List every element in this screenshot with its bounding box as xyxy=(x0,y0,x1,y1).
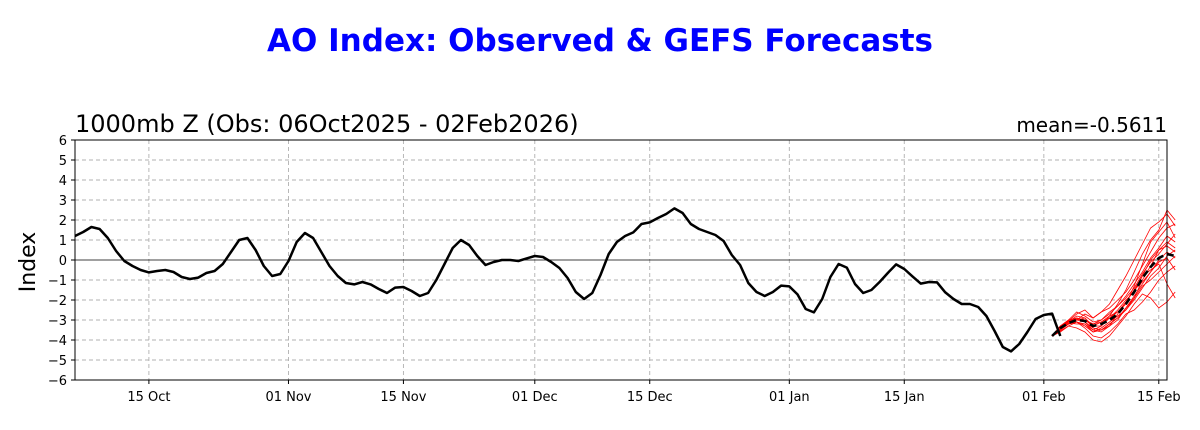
x-tick-label: 01 Jan xyxy=(769,390,810,405)
ensemble-member-line xyxy=(1051,291,1176,343)
x-tick-label: 01 Feb xyxy=(1022,390,1066,405)
ensemble-member-line xyxy=(1051,233,1176,337)
x-tick-label: 01 Dec xyxy=(512,390,558,405)
x-tick-label: 15 Feb xyxy=(1137,390,1181,405)
chart-subtitle: 1000mb Z (Obs: 06Oct2025 - 02Feb2026) xyxy=(75,110,579,138)
ensemble-member-line xyxy=(1051,257,1176,337)
y-tick-label: 2 xyxy=(59,214,67,229)
y-tick-label: 1 xyxy=(59,234,67,249)
y-tick-label: 6 xyxy=(59,134,67,149)
x-tick-label: 15 Nov xyxy=(380,390,426,405)
plot-area xyxy=(74,139,1168,381)
y-tick-label: 4 xyxy=(59,174,67,189)
ensemble-members xyxy=(1051,209,1176,343)
y-tick-label: 0 xyxy=(59,254,67,269)
y-tick-label: −5 xyxy=(48,354,67,369)
y-tick-label: −1 xyxy=(48,274,67,289)
y-axis: −6 −5 −4 −3 −2 −1 0 1 2 3 4 5 6 xyxy=(48,134,75,389)
ensemble-mean-line xyxy=(1051,252,1176,337)
y-axis-label: Index xyxy=(16,232,41,293)
y-tick-label: −2 xyxy=(48,294,67,309)
observed-series-line xyxy=(74,207,1062,353)
y-tick-label: 3 xyxy=(59,194,67,209)
ensemble-member-line xyxy=(1051,251,1176,337)
y-tick-label: −6 xyxy=(48,374,67,389)
ensemble-member-line xyxy=(1051,249,1176,337)
chart-title: AO Index: Observed & GEFS Forecasts xyxy=(267,23,933,59)
y-tick-label: 5 xyxy=(59,154,67,169)
x-tick-label: 15 Oct xyxy=(127,390,170,405)
ensemble-member-line xyxy=(1051,265,1176,339)
x-tick-label: 15 Jan xyxy=(884,390,925,405)
x-tick-label: 01 Nov xyxy=(265,390,311,405)
x-tick-label: 15 Dec xyxy=(627,390,673,405)
y-tick-label: −4 xyxy=(48,334,67,349)
mean-label: mean=-0.5611 xyxy=(1016,113,1167,137)
ensemble-member-line xyxy=(1051,255,1176,337)
y-tick-label: −3 xyxy=(48,314,67,329)
x-axis: 15 Oct 01 Nov 15 Nov 01 Dec 15 Dec 01 Jan 15 J… xyxy=(127,380,1181,405)
ensemble-member-line xyxy=(1051,213,1176,337)
